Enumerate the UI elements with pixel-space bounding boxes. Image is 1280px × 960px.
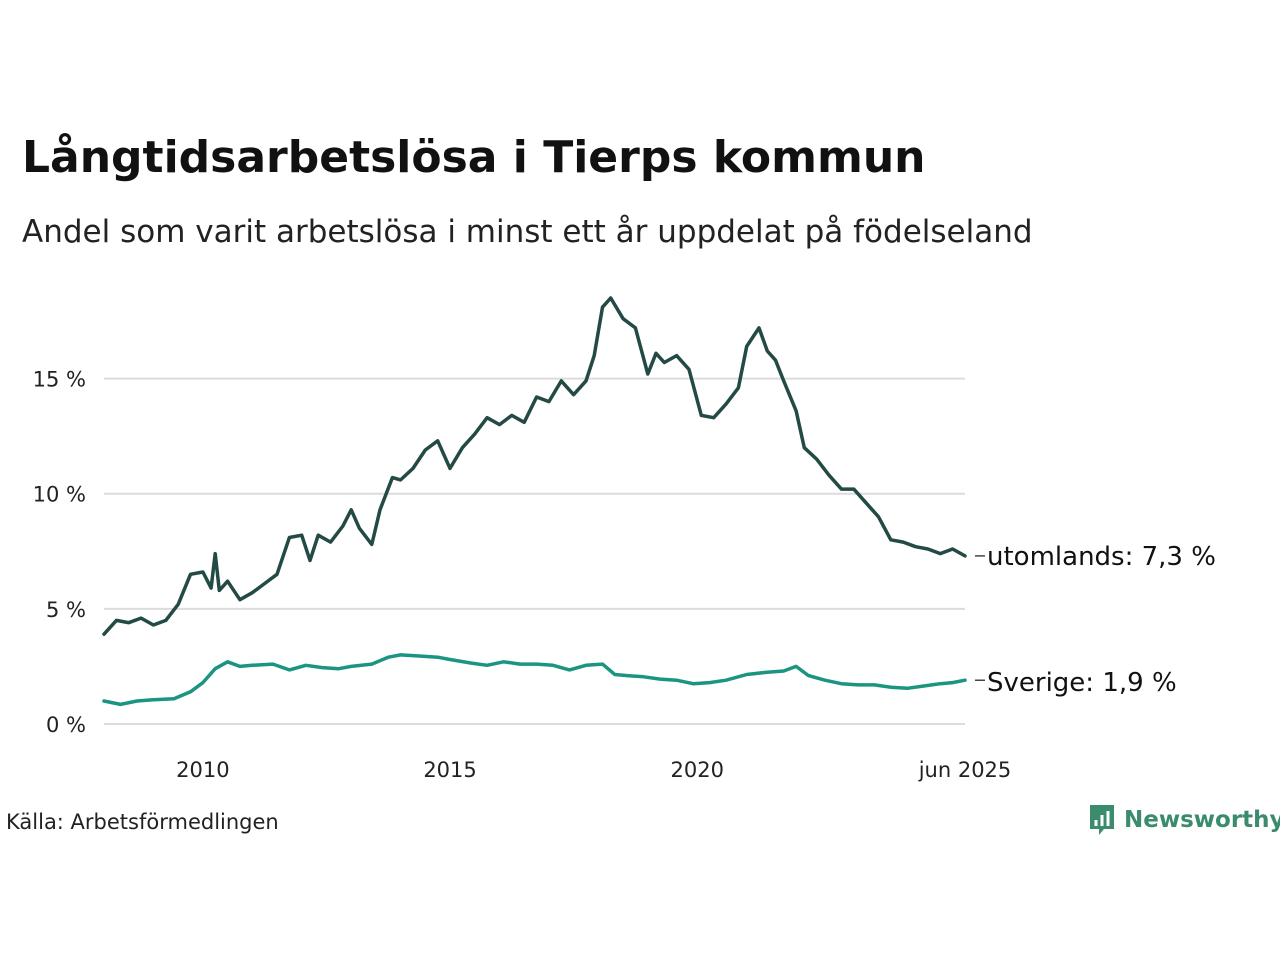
- x-tick-label: jun 2025: [918, 758, 1012, 782]
- x-tick-label: 2020: [670, 758, 723, 782]
- series-end-label: utomlands: 7,3 %: [987, 542, 1216, 572]
- x-tick-label: 2010: [176, 758, 229, 782]
- y-axis-ticks: 0 % 5 % 10 % 15 %: [33, 368, 86, 737]
- y-tick-label: 15 %: [33, 368, 86, 392]
- series-lines: [102, 296, 967, 707]
- chart-subtitle: Andel som varit arbetslösa i minst ett å…: [22, 214, 1033, 250]
- x-axis-ticks: 2010 2015 2020 jun 2025: [176, 758, 1011, 782]
- source-note: Källa: Arbetsförmedlingen: [6, 810, 279, 834]
- chart-title: Långtidsarbetslösa i Tierps kommun: [22, 132, 926, 183]
- brand-logo: Newsworthy: [1088, 803, 1280, 837]
- y-tick-label: 10 %: [33, 483, 86, 507]
- series-end-labels: utomlands: 7,3 % Sverige: 1,9 %: [975, 542, 1216, 698]
- newsworthy-logo-icon: [1090, 805, 1114, 835]
- series-line-sverige: [102, 653, 967, 707]
- y-tick-label: 0 %: [46, 713, 86, 737]
- series-end-label: Sverige: 1,9 %: [987, 668, 1177, 698]
- y-tick-label: 5 %: [46, 598, 86, 622]
- x-tick-label: 2015: [423, 758, 476, 782]
- series-line-utomlands: [102, 296, 967, 636]
- brand-name: Newsworthy: [1124, 807, 1280, 833]
- gridlines: [104, 377, 965, 725]
